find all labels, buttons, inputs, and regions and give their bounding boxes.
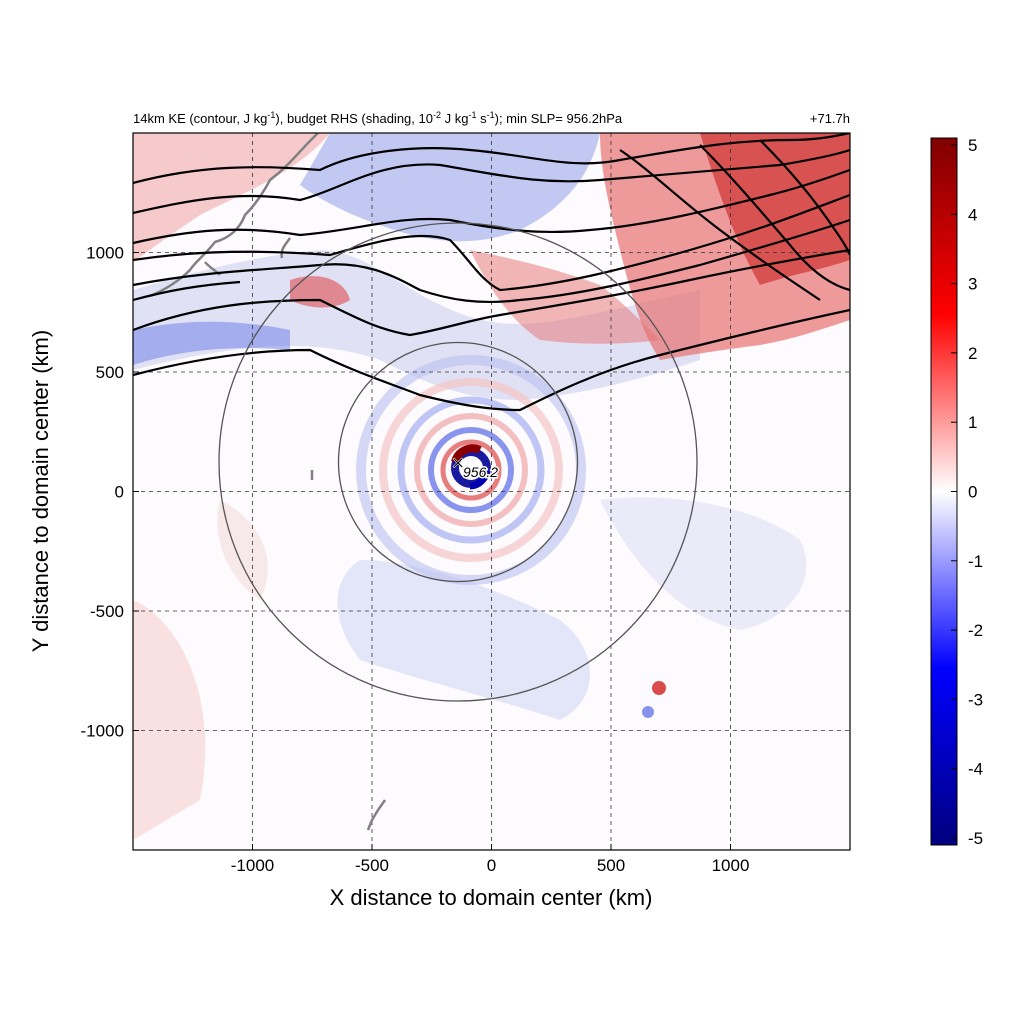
- x-tick-label: -1000: [231, 856, 274, 875]
- x-axis-ticks: -1000 -500 0 500 1000: [231, 844, 750, 875]
- colorbar-tick-label: 1: [968, 413, 977, 432]
- shading-field: [133, 133, 850, 840]
- range-circle-1000km: [218, 222, 698, 702]
- plot-area: [133, 133, 850, 850]
- colorbar-tick-label: 2: [968, 344, 977, 363]
- colorbar-tick-label: 3: [968, 275, 977, 294]
- x-tick-label: 0: [487, 856, 496, 875]
- x-axis-label: X distance to domain center (km): [330, 885, 653, 910]
- storm-rings: [356, 355, 586, 585]
- y-axis-ticks: -1000 -500 0 500 1000: [81, 244, 139, 741]
- y-tick-label: 500: [96, 363, 124, 382]
- colorbar-tick-label: -5: [968, 829, 983, 848]
- chart-title: 14km KE (contour, J kg-1), budget RHS (s…: [133, 110, 623, 126]
- min-slp-label: 956.2: [463, 464, 498, 480]
- y-axis-label: Y distance to domain center (km): [28, 330, 53, 652]
- x-tick-label: 500: [597, 856, 625, 875]
- colorbar-tick-label: -4: [968, 760, 983, 779]
- ke-contours: [133, 133, 850, 412]
- colorbar-tick-label: 4: [968, 205, 977, 224]
- y-tick-label: 1000: [86, 244, 124, 263]
- y-tick-label: 0: [115, 483, 124, 502]
- colorbar-ticks: 5 4 3 2 1 0 -1 -2 -3 -4 -5: [951, 136, 983, 848]
- colorbar-tick-label: 5: [968, 136, 977, 155]
- colorbar-tick-label: -3: [968, 690, 983, 709]
- colorbar-tick-label: -2: [968, 621, 983, 640]
- colorbar-tick-label: 0: [968, 483, 977, 502]
- x-tick-label: -500: [355, 856, 389, 875]
- range-circle-500km: [337, 341, 579, 583]
- x-tick-label: 1000: [712, 856, 750, 875]
- y-tick-label: -1000: [81, 722, 124, 741]
- y-tick-label: -500: [90, 602, 124, 621]
- chart-time-label: +71.7h: [810, 111, 850, 126]
- center-marker-icon: ✕: [451, 454, 465, 474]
- colorbar-tick-label: -1: [968, 552, 983, 571]
